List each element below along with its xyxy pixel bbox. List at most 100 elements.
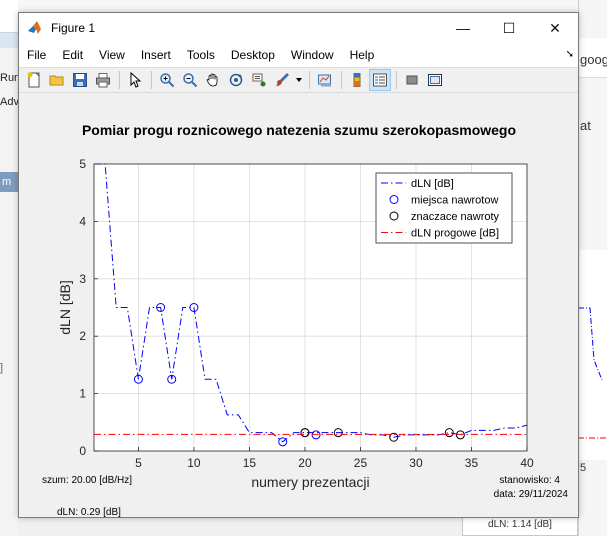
legend-swatch-marker	[389, 195, 399, 204]
info-noise: szum: 20.00 [dB/Hz]	[42, 475, 132, 486]
series-marker-2	[389, 432, 399, 442]
brush-dropdown-icon[interactable]	[294, 69, 304, 91]
x-tick-label: 15	[243, 456, 257, 470]
series-marker-2	[455, 430, 465, 440]
plot-area[interactable]: Pomiar progu roznicowego natezenia szumu…	[19, 95, 578, 518]
series-marker-2	[444, 428, 454, 438]
y-axis-label: dLN [dB]	[57, 280, 73, 334]
info-station: stanowisko: 4	[499, 475, 560, 486]
background-window-strip	[18, 0, 578, 12]
background-right-plot-line	[578, 307, 607, 439]
info-dln: dLN: 0.29 [dB]	[57, 507, 121, 517]
open-file-icon[interactable]	[46, 69, 68, 91]
legend[interactable]: dLN [dB] miejsca nawrotow znaczace nawroty…	[375, 172, 513, 244]
legend-entry-label: dLN [dB]	[411, 178, 454, 190]
x-tick-label: 20	[298, 456, 312, 470]
title-bar[interactable]: Figure 1 — ☐ ✕	[19, 13, 578, 43]
series-line-0	[94, 163, 528, 443]
x-tick-label: 40	[520, 456, 534, 470]
menu-help[interactable]: Help	[349, 48, 375, 62]
background-right-header	[578, 38, 607, 78]
series-marker-1	[167, 374, 177, 384]
pan-hand-icon[interactable]	[202, 69, 224, 91]
y-tick-label: 0	[79, 444, 86, 458]
menu-view[interactable]: View	[99, 48, 125, 62]
y-tick-label: 3	[79, 272, 86, 286]
matlab-icon	[27, 20, 43, 36]
toolbar-separator	[396, 71, 397, 89]
brush-icon[interactable]	[271, 69, 293, 91]
series-marker-1	[133, 374, 143, 384]
colorbar-icon[interactable]	[346, 69, 368, 91]
toolbar-separator	[309, 71, 310, 89]
figure-window: Figure 1 — ☐ ✕ File Edit View Insert Too…	[18, 12, 579, 518]
background-right-text-goog: goog	[580, 52, 607, 67]
series-marker-1	[311, 430, 321, 440]
legend-entry-label: miejsca nawrotow	[411, 195, 498, 207]
background-left-toolbar	[0, 32, 18, 48]
axes-frame	[93, 163, 528, 452]
legend-swatch-marker	[389, 211, 399, 221]
y-tick-label: 5	[79, 157, 86, 171]
edit-plot-arrow-icon[interactable]	[124, 69, 146, 91]
close-button[interactable]: ✕	[549, 19, 561, 36]
background-left-label-run: Run	[0, 72, 21, 84]
background-left-bracket: ]	[0, 362, 4, 374]
legend-icon[interactable]	[369, 69, 391, 91]
y-tick-label: 1	[79, 387, 86, 401]
x-axis-label: numery prezentacji	[251, 474, 369, 490]
chart-title: Pomiar progu roznicowego natezenia szumu…	[82, 122, 516, 138]
background-left-label-adv: Adv	[0, 96, 19, 108]
zoom-out-icon[interactable]	[179, 69, 201, 91]
background-left-tab[interactable]: m	[0, 172, 18, 192]
tick-labels: 5 10 15 20 25 30 35 40 0 1 2 3 4 5	[79, 157, 534, 470]
maximize-button[interactable]: ☐	[502, 19, 516, 36]
background-left-window: Run Adv m ]	[0, 0, 21, 536]
window-title: Figure 1	[51, 21, 96, 35]
x-tick-label: 35	[465, 456, 479, 470]
series-marker-2	[333, 428, 343, 438]
background-right-tick: 5	[580, 462, 587, 474]
legend-entry-label: dLN progowe [dB]	[411, 228, 499, 240]
legend-box	[375, 172, 513, 244]
toolbar-separator	[119, 71, 120, 89]
data-cursor-icon[interactable]	[248, 69, 270, 91]
background-bottom-label: dLN: 1.14 [dB]	[462, 516, 578, 536]
menu-tools[interactable]: Tools	[186, 48, 215, 62]
y-tick-label: 4	[79, 214, 86, 228]
series-marker-1	[189, 303, 199, 312]
hide-plot-tools-icon[interactable]	[401, 69, 423, 91]
menu-edit[interactable]: Edit	[62, 48, 84, 62]
link-plot-icon[interactable]	[314, 69, 336, 91]
figure-canvas: Pomiar progu roznicowego natezenia szumu…	[19, 95, 578, 518]
menu-bar: File Edit View Insert Tools Desktop Wind…	[19, 43, 578, 67]
series-marker-1	[278, 437, 288, 447]
menu-insert[interactable]: Insert	[140, 48, 171, 62]
print-icon[interactable]	[92, 69, 114, 91]
x-tick-label: 30	[409, 456, 423, 470]
show-plot-tools-icon[interactable]	[424, 69, 446, 91]
series-layer	[94, 163, 528, 447]
x-tick-label: 25	[354, 456, 368, 470]
x-tick-label: 10	[187, 456, 201, 470]
minimize-button[interactable]: —	[456, 20, 470, 36]
save-icon[interactable]	[69, 69, 91, 91]
legend-entry-label: znaczace nawroty	[411, 211, 500, 223]
menu-window[interactable]: Window	[290, 48, 334, 62]
toolbar-separator	[151, 71, 152, 89]
x-tick-label: 5	[135, 456, 142, 470]
series-marker-1	[156, 303, 166, 312]
menu-desktop[interactable]: Desktop	[230, 48, 275, 62]
background-right-text-at: at	[580, 118, 591, 133]
toolbar-separator	[341, 71, 342, 89]
dock-arrow-icon[interactable]: ➘	[565, 49, 574, 60]
y-tick-label: 2	[79, 329, 86, 343]
figure-toolbar	[19, 67, 578, 93]
rotate-3d-icon[interactable]	[225, 69, 247, 91]
new-figure-icon[interactable]	[23, 69, 45, 91]
menu-file[interactable]: File	[27, 48, 47, 62]
zoom-in-icon[interactable]	[156, 69, 178, 91]
background-right-plot	[578, 250, 607, 460]
series-marker-2	[300, 428, 310, 438]
info-date: data: 29/11/2024	[494, 489, 569, 500]
